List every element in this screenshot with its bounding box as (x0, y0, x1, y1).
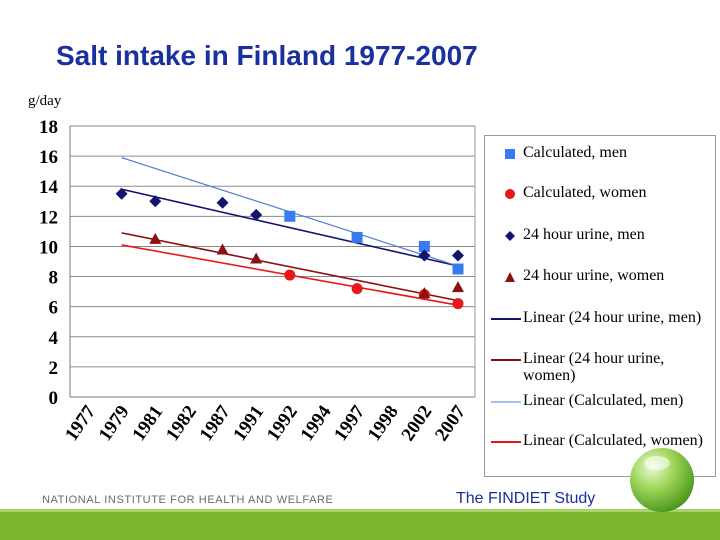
chart-legend: Calculated, men Calculated, women 24 hou… (484, 135, 716, 477)
x-tick-label: 1994 (297, 401, 336, 445)
data-point-circle (284, 269, 296, 281)
trendline (121, 232, 459, 302)
y-tick-label: 12 (39, 207, 58, 228)
x-tick-label: 2007 (431, 401, 470, 445)
x-tick-label: 1997 (330, 401, 369, 445)
line-marker-icon (491, 441, 521, 443)
legend-label: 24 hour urine, women (523, 267, 665, 284)
data-point-square (284, 210, 296, 222)
legend-label: 24 hour urine, men (523, 226, 645, 243)
x-tick-label: 2002 (397, 402, 436, 445)
x-tick-label: 1987 (196, 401, 235, 445)
trendline (121, 188, 459, 267)
x-tick-label: 1981 (128, 402, 167, 445)
study-name: The FINDIET Study (456, 490, 596, 507)
data-point-diamond (115, 187, 128, 200)
legend-label: Linear (Calculated, men) (523, 392, 684, 409)
y-tick-label: 6 (49, 298, 59, 319)
line-marker-icon (491, 401, 521, 403)
y-tick-label: 18 (39, 117, 58, 138)
line-marker-icon (491, 359, 521, 361)
data-point-diamond (452, 249, 464, 262)
legend-label: Calculated, women (523, 184, 647, 201)
line-marker-icon (491, 318, 521, 320)
x-tick-label: 1992 (263, 402, 302, 445)
chart-points (115, 187, 464, 310)
data-point-square (351, 231, 363, 243)
chart-trendlines (121, 157, 459, 306)
data-point-diamond (216, 196, 229, 209)
data-point-diamond (250, 208, 263, 221)
circle-marker-icon (505, 189, 515, 199)
chart-grid (70, 125, 475, 368)
y-tick-label: 2 (49, 358, 59, 379)
triangle-marker-icon (505, 272, 515, 282)
x-tick-label: 1991 (229, 402, 268, 445)
data-point-diamond (418, 249, 431, 262)
slide-title: Salt intake in Finland 1977-2007 (56, 40, 478, 71)
y-tick-label: 4 (49, 328, 59, 349)
footer-bar (0, 512, 720, 540)
legend-label: Linear (24 hour urine, women) (523, 350, 665, 384)
data-point-square (452, 263, 464, 275)
x-tick-label: 1977 (61, 401, 100, 445)
y-axis-unit-label: g/day (28, 93, 62, 109)
y-tick-label: 10 (39, 237, 58, 258)
x-tick-label: 1979 (95, 402, 134, 445)
data-point-triangle (418, 287, 431, 299)
footer-bar-highlight (0, 509, 720, 512)
y-tick-label: 0 (49, 388, 59, 409)
legend-label: Calculated, men (523, 144, 627, 161)
y-tick-label: 8 (49, 268, 59, 289)
data-point-triangle (216, 243, 229, 255)
chart-tick-labels: 0246810121416181977197919811982198719911… (39, 117, 470, 445)
data-point-circle (452, 298, 464, 310)
y-tick-label: 16 (39, 147, 58, 168)
legend-label: Linear (Calculated, women) (523, 432, 703, 449)
diamond-marker-icon (505, 231, 515, 241)
legend-label: Linear (24 hour urine, men) (523, 309, 702, 326)
y-tick-label: 14 (39, 177, 59, 198)
square-marker-icon (505, 149, 515, 159)
data-point-triangle (149, 232, 162, 244)
data-point-circle (351, 283, 363, 295)
data-point-triangle (250, 252, 263, 264)
institute-name: NATIONAL INSTITUTE FOR HEALTH AND WELFAR… (42, 494, 334, 506)
globe-shine (644, 456, 670, 470)
data-point-square (418, 240, 430, 252)
data-point-triangle (452, 281, 464, 293)
x-tick-label: 1982 (162, 402, 201, 445)
x-tick-label: 1998 (364, 402, 403, 445)
chart-axes (69, 126, 476, 398)
data-point-diamond (149, 195, 162, 208)
